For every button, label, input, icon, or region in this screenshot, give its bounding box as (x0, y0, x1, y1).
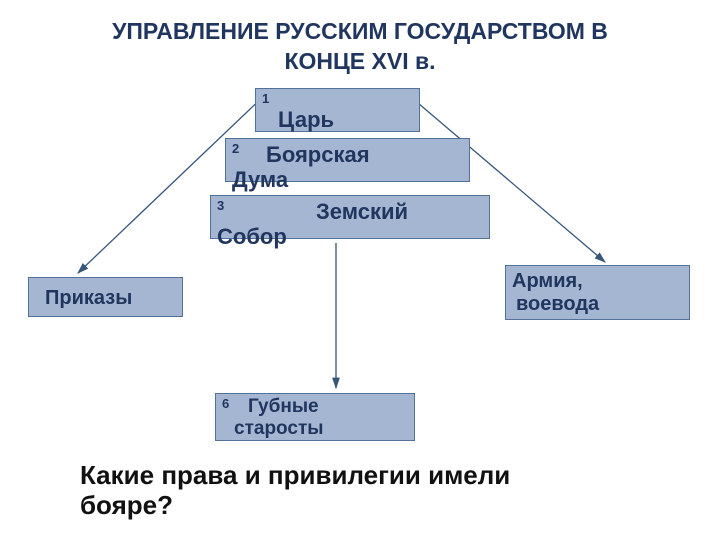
question-line2: бояре? (80, 490, 173, 521)
node-label: Губные (248, 396, 319, 418)
node-number: 2 (232, 141, 239, 156)
node-label: Земский (316, 199, 408, 225)
node-label: Царь (278, 107, 334, 133)
node-number: 6 (222, 396, 229, 411)
node-zemsky-sobor: 3 Земский Собор (210, 195, 490, 239)
node-boyar-duma: 2 Боярская Дума (225, 138, 470, 182)
node-label-line2: Собор (217, 224, 287, 250)
diagram-canvas: УПРАВЛЕНИЕ РУССКИМ ГОСУДАРСТВОМ В КОНЦЕ … (0, 0, 720, 540)
question-line1: Какие права и привилегии имели (80, 460, 510, 491)
node-gubnye-starosty: 6 Губные старосты (215, 393, 415, 441)
node-number: 3 (217, 198, 224, 213)
node-label-line2: старосты (234, 418, 324, 440)
page-title-line2: КОНЦЕ XVI в. (0, 48, 720, 75)
node-number: 1 (262, 91, 269, 106)
node-label: Приказы (45, 287, 132, 310)
node-prikazy: Приказы (28, 277, 183, 317)
page-title-line1: УПРАВЛЕНИЕ РУССКИМ ГОСУДАРСТВОМ В (0, 18, 720, 45)
node-tsar: 1 Царь (255, 88, 420, 132)
node-label-line2: Дума (232, 167, 288, 193)
node-label-line2: воевода (516, 293, 599, 316)
node-label: Армия, (512, 270, 583, 293)
node-label: Боярская (266, 142, 370, 168)
node-army-voevoda: Армия, воевода (505, 265, 690, 320)
